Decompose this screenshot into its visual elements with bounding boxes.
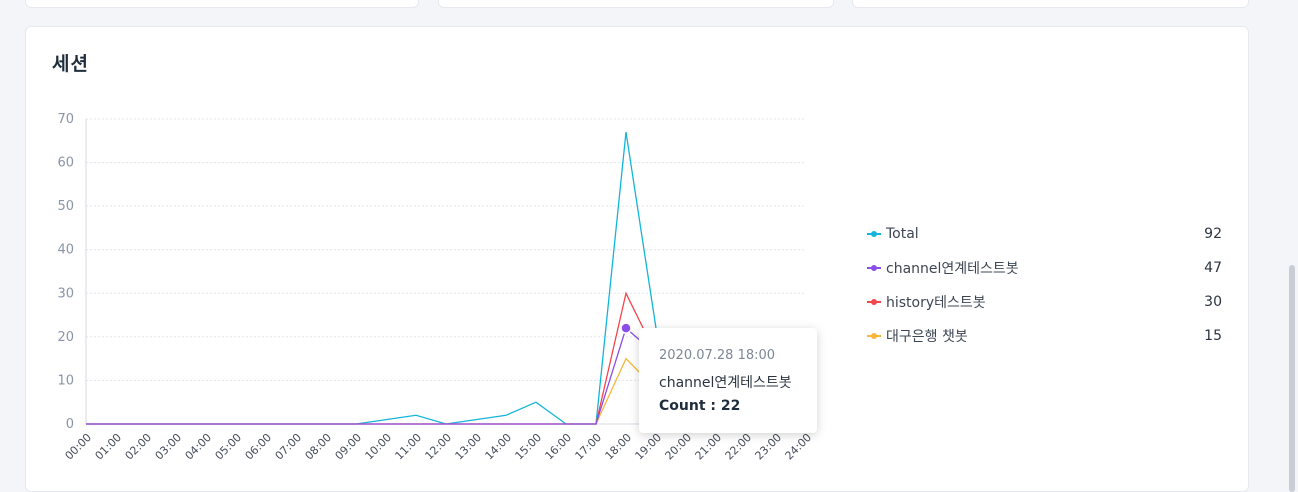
x-tick-label: 10:00 (363, 431, 395, 463)
x-tick-label: 03:00 (153, 431, 185, 463)
x-tick-label: 18:00 (603, 431, 635, 463)
y-tick-label: 40 (57, 243, 74, 258)
hover-point (620, 322, 632, 334)
tooltip-date: 2020.07.28 18:00 (659, 348, 776, 363)
page-scrollbar[interactable] (1289, 265, 1295, 492)
x-tick-label: 08:00 (303, 431, 335, 463)
x-tick-label: 21:00 (693, 431, 725, 463)
session-line-chart: 0 10 20 30 40 50 60 70 00:0001:0002:0003:0004:00… (57, 112, 815, 463)
chart-legend: Total 92 channel연계테스트봇 47 history테스트봇 30 (866, 217, 1222, 353)
x-tick-label: 04:00 (183, 431, 215, 463)
x-tick-label: 07:00 (273, 431, 305, 463)
x-tick-label: 02:00 (123, 431, 155, 463)
legend-marker-icon (866, 331, 882, 341)
y-tick-label: 10 (57, 373, 74, 388)
x-tick-label: 12:00 (423, 431, 455, 463)
legend-item-channel-bot[interactable]: channel연계테스트봇 47 (866, 251, 1222, 285)
x-tick-label: 24:00 (783, 431, 815, 463)
chart-tooltip: 2020.07.28 18:00 channel연계테스트봇 Count : 2… (639, 328, 817, 433)
x-tick-label: 17:00 (573, 431, 605, 463)
legend-label: history테스트봇 (886, 295, 986, 311)
y-tick-label: 70 (57, 112, 74, 127)
legend-dot (871, 231, 877, 237)
x-tick-label: 16:00 (543, 431, 575, 463)
legend-marker-icon (866, 229, 882, 239)
legend-dot (871, 333, 877, 339)
legend-dot (871, 299, 877, 305)
x-tick-label: 09:00 (333, 431, 365, 463)
legend-label: channel연계테스트봇 (886, 261, 1019, 277)
x-tick-label: 20:00 (663, 431, 695, 463)
x-tick-label: 06:00 (243, 431, 275, 463)
legend-item-total[interactable]: Total 92 (866, 217, 1222, 251)
tooltip-series: channel연계테스트봇 (659, 375, 792, 391)
legend-value: 47 (1204, 260, 1222, 276)
legend-dot (871, 265, 877, 271)
legend-marker-icon (866, 263, 882, 273)
legend-label: 대구은행 챗봇 (886, 329, 968, 345)
legend-value: 15 (1204, 328, 1222, 344)
y-tick-label: 0 (66, 417, 74, 432)
y-tick-label: 20 (57, 330, 74, 345)
x-tick-label: 05:00 (213, 431, 245, 463)
card-title: 세션 (52, 53, 89, 75)
x-tick-label: 19:00 (633, 431, 665, 463)
x-tick-label: 14:00 (483, 431, 515, 463)
x-tick-label: 00:00 (63, 431, 95, 463)
legend-marker-icon (866, 297, 882, 307)
legend-item-history-bot[interactable]: history테스트봇 30 (866, 285, 1222, 319)
x-tick-label: 23:00 (753, 431, 785, 463)
y-tick-label: 30 (57, 286, 74, 301)
legend-value: 92 (1204, 226, 1222, 242)
x-tick-label: 22:00 (723, 431, 755, 463)
y-tick-label: 60 (57, 156, 74, 171)
tooltip-count: Count : 22 (659, 398, 741, 414)
legend-item-daegu-bot[interactable]: 대구은행 챗봇 15 (866, 319, 1222, 353)
x-tick-label: 13:00 (453, 431, 485, 463)
legend-label: Total (886, 226, 919, 242)
x-tick-label: 15:00 (513, 431, 545, 463)
legend-value: 30 (1204, 294, 1222, 310)
summary-card-1 (25, 0, 419, 8)
x-tick-label: 01:00 (93, 431, 125, 463)
x-tick-label: 11:00 (393, 431, 425, 463)
summary-card-3 (852, 0, 1249, 8)
y-tick-label: 50 (57, 199, 74, 214)
summary-card-2 (438, 0, 834, 8)
session-card: 세션 0 10 20 30 40 50 60 70 00:00 01:00 02:00 03:00 04… (25, 26, 1249, 492)
